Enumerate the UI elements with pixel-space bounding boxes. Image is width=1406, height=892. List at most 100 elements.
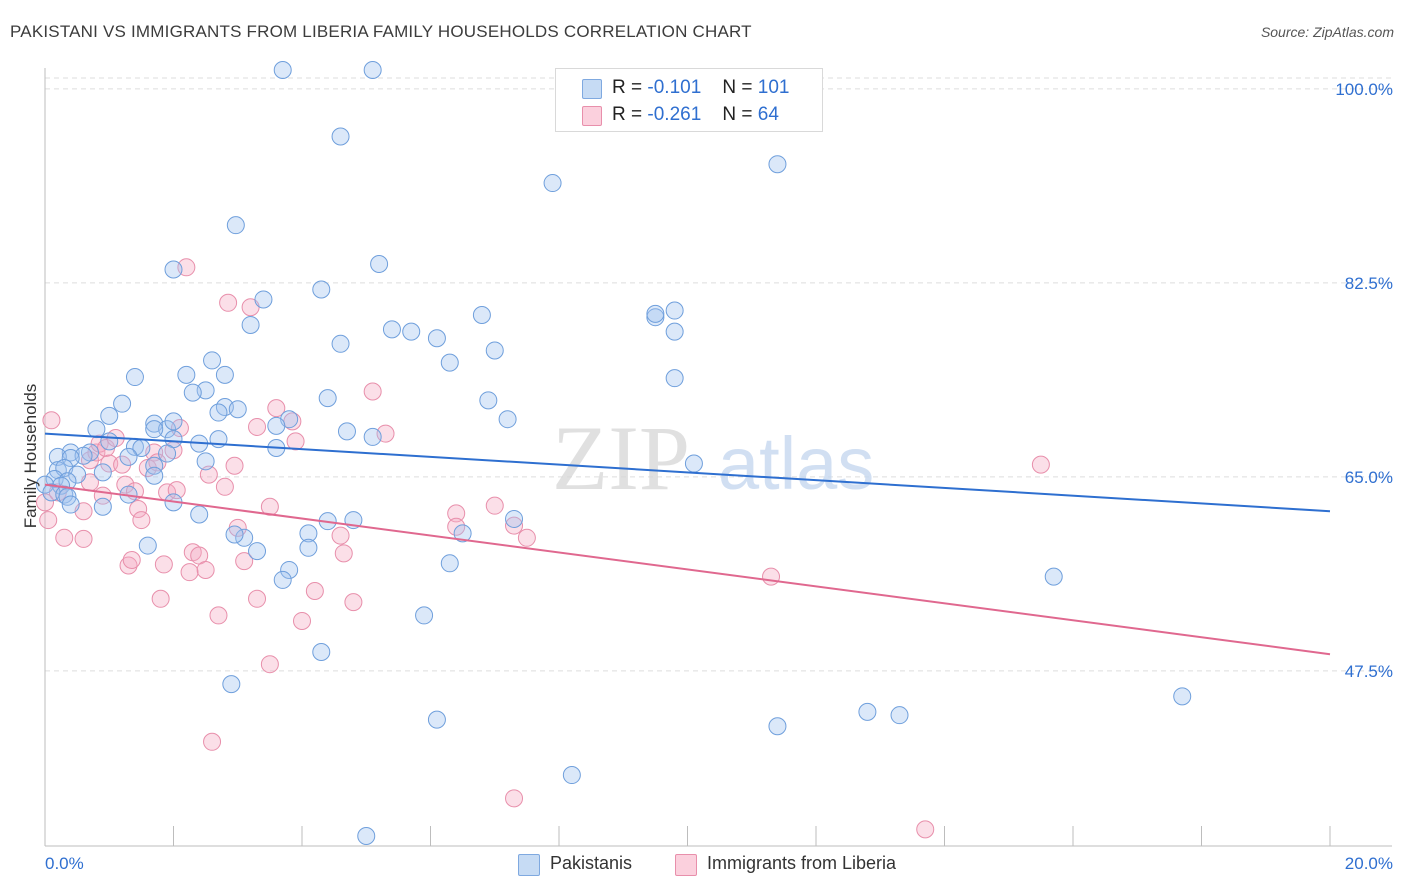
- pakistanis-point-8: [312, 280, 331, 299]
- pakistanis-point-91: [280, 560, 299, 579]
- grid-lines: [45, 77, 1392, 672]
- pakistanis-point-28: [318, 389, 337, 408]
- r-value-liberia: -0.261: [647, 104, 702, 125]
- pakistanis-point-7: [370, 254, 389, 273]
- pakistanis-point-57: [48, 447, 67, 466]
- pakistanis-point-88: [138, 536, 157, 555]
- liberia-point-5: [74, 529, 93, 548]
- pakistanis-point-25: [183, 383, 202, 402]
- pakistanis-point-18: [485, 341, 504, 360]
- n-label: N =: [722, 104, 753, 125]
- liberia-point-59: [447, 504, 466, 523]
- pakistanis-point-77: [93, 497, 112, 516]
- pakistanis-point-4: [543, 174, 562, 193]
- y-tick-label-1: 65.0%: [1345, 468, 1393, 487]
- pakistanis-point-94: [415, 606, 434, 625]
- pakistanis-point-14: [382, 320, 401, 339]
- liberia-point-0: [42, 411, 61, 430]
- liberia-point-65: [762, 567, 781, 586]
- y-axis-label: Family Households: [21, 384, 40, 529]
- liberia-point-20: [129, 499, 148, 518]
- liberia-point-62: [505, 516, 524, 535]
- pakistanis-point-35: [100, 406, 119, 425]
- pakistanis-point-65: [68, 465, 87, 484]
- liberia-point-2: [39, 511, 58, 530]
- liberia-point-4: [55, 528, 74, 547]
- liberia-point-63: [517, 528, 536, 547]
- liberia-point-56: [344, 593, 363, 612]
- pakistanis-point-50: [100, 432, 119, 451]
- liberia-point-37: [203, 732, 222, 751]
- pakistanis-point-21: [215, 365, 234, 384]
- pakistanis-point-43: [267, 416, 286, 435]
- trend-line-pakistanis: [44, 432, 1331, 513]
- pakistanis-point-60: [145, 456, 164, 475]
- x-tick-label-0: 0.0%: [45, 854, 84, 873]
- legend-label-liberia: Immigrants from Liberia: [707, 853, 897, 873]
- pakistanis-point-67: [145, 466, 164, 485]
- trend-line-liberia: [44, 483, 1331, 656]
- pakistanis-point-59: [61, 448, 80, 467]
- pakistanis-point-56: [158, 444, 177, 463]
- watermark: ZIP atlas: [552, 407, 874, 509]
- y-tick-label-2: 82.5%: [1345, 274, 1393, 293]
- legend-swatch-liberia: [675, 854, 697, 876]
- pakistanis-point-10: [241, 315, 260, 334]
- pakistanis-point-103: [357, 827, 376, 846]
- liberia-point-49: [267, 399, 286, 418]
- pakistanis-point-102: [427, 710, 446, 729]
- n-value-liberia: 64: [757, 104, 779, 125]
- liberia-point-21: [132, 511, 151, 530]
- pakistanis-point-11: [472, 305, 491, 324]
- liberia-point-13: [100, 454, 119, 473]
- pakistanis-point-6: [164, 260, 183, 279]
- liberia-point-52: [293, 611, 311, 630]
- pakistanis-point-92: [273, 570, 292, 589]
- pakistanis-point-1: [363, 60, 382, 79]
- liberia-point-30: [170, 419, 189, 438]
- liberia-point-67: [1031, 455, 1050, 474]
- pakistanis-point-3: [768, 155, 787, 174]
- chart-title: PAKISTANI VS IMMIGRANTS FROM LIBERIA FAM…: [10, 22, 752, 41]
- legend-item-pakistanis[interactable]: Pakistanis: [518, 852, 668, 876]
- pakistanis-point-80: [505, 509, 524, 528]
- liberia-point-66: [916, 820, 935, 839]
- pakistanis-point-26: [665, 322, 684, 341]
- pakistanis-point-34: [209, 403, 228, 422]
- pakistanis-point-86: [225, 525, 244, 544]
- pakistanis-point-44: [337, 422, 356, 441]
- pakistanis-point-40: [164, 412, 183, 431]
- pakistanis-point-76: [61, 495, 80, 514]
- pakistanis-point-41: [87, 420, 106, 439]
- pakistanis-point-16: [427, 329, 446, 348]
- pakistanis-point-89: [248, 542, 267, 561]
- liberia-point-36: [199, 465, 218, 484]
- pakistanis-point-5: [226, 216, 245, 235]
- pakistanis-point-33: [228, 400, 247, 419]
- pakistanis-point-95: [312, 642, 331, 661]
- liberia-point-16: [116, 475, 135, 494]
- pakistanis-point-99: [858, 702, 877, 721]
- liberia-point-48: [260, 655, 279, 674]
- n-value-pakistanis: 101: [757, 77, 790, 98]
- liberia-point-55: [334, 544, 353, 563]
- pakistanis-point-19: [440, 353, 459, 372]
- pakistanis-point-85: [235, 528, 254, 547]
- pakistanis-point-87: [299, 538, 318, 557]
- legend-swatch-pakistanis: [518, 854, 540, 876]
- liberia-point-61: [485, 496, 504, 515]
- liberia-point-17: [119, 556, 138, 575]
- pakistanis-point-83: [299, 524, 318, 543]
- pakistanis-point-13: [646, 304, 665, 323]
- pakistanis-point-61: [196, 452, 215, 471]
- pakistanis-point-101: [768, 717, 787, 736]
- liberia-point-57: [363, 382, 382, 401]
- axes: [44, 68, 1392, 847]
- pakistanis-point-32: [113, 394, 132, 413]
- liberia-point-39: [215, 477, 234, 496]
- pakistanis-point-42: [145, 420, 164, 439]
- legend-item-liberia[interactable]: Immigrants from Liberia: [675, 852, 935, 876]
- liberia-point-43: [235, 552, 254, 571]
- liberia-point-51: [286, 432, 305, 451]
